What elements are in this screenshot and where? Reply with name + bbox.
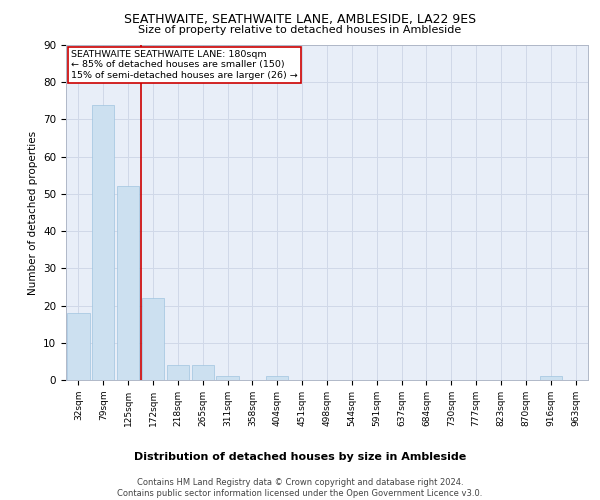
Text: SEATHWAITE, SEATHWAITE LANE, AMBLESIDE, LA22 9ES: SEATHWAITE, SEATHWAITE LANE, AMBLESIDE, … [124, 12, 476, 26]
Bar [142, 298, 164, 380]
Bar [217, 376, 239, 380]
Text: Size of property relative to detached houses in Ambleside: Size of property relative to detached ho… [139, 25, 461, 35]
Text: SEATHWAITE SEATHWAITE LANE: 180sqm
← 85% of detached houses are smaller (150)
15: SEATHWAITE SEATHWAITE LANE: 180sqm ← 85%… [71, 50, 298, 80]
Bar [67, 313, 89, 380]
Bar [191, 365, 214, 380]
Bar [117, 186, 139, 380]
Text: Distribution of detached houses by size in Ambleside: Distribution of detached houses by size … [134, 452, 466, 462]
Text: Contains HM Land Registry data © Crown copyright and database right 2024.
Contai: Contains HM Land Registry data © Crown c… [118, 478, 482, 498]
Y-axis label: Number of detached properties: Number of detached properties [28, 130, 38, 294]
Bar [167, 365, 189, 380]
Bar [266, 376, 289, 380]
Bar [539, 376, 562, 380]
Bar [92, 104, 115, 380]
